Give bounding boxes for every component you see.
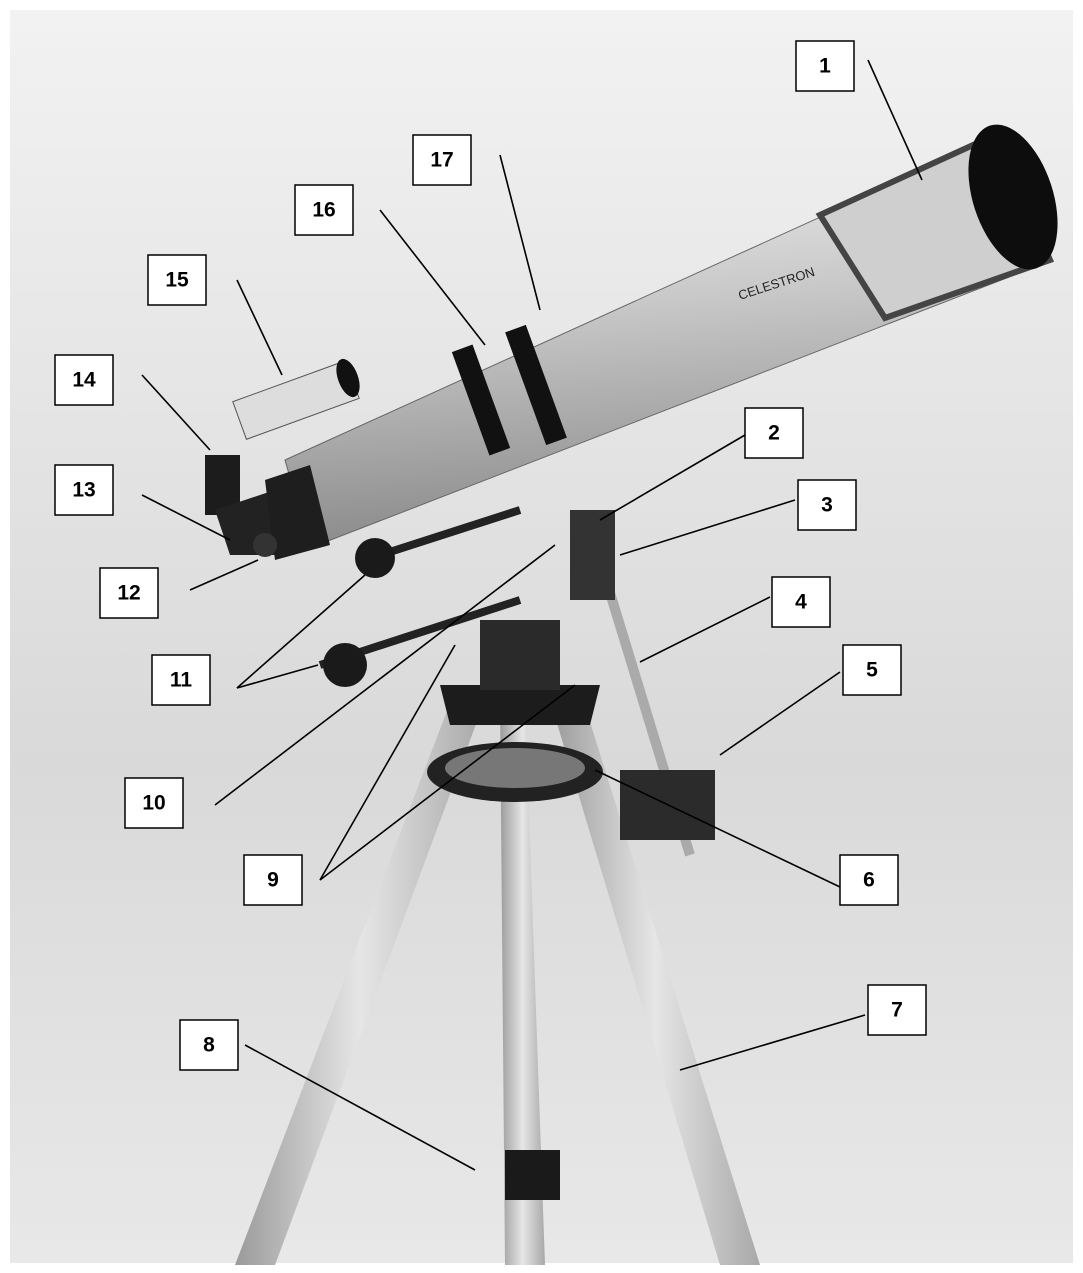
callout-number: 16: [312, 199, 335, 222]
callout-number: 3: [821, 494, 833, 517]
callout-number: 2: [768, 422, 780, 445]
leg-clamp: [505, 1150, 560, 1200]
tripod-head: [440, 685, 600, 725]
telescope-diagram: CELESTRON 1234567891011121314151617: [0, 0, 1083, 1273]
knob: [323, 643, 367, 687]
callout-number: 6: [863, 869, 875, 892]
callout-number: 9: [267, 869, 279, 892]
callout-number: 1: [819, 55, 831, 78]
polar-axis: [570, 510, 615, 600]
callout-number: 8: [203, 1034, 215, 1057]
callout-number: 5: [866, 659, 878, 682]
callout-number: 7: [891, 999, 903, 1022]
focus-knob: [253, 533, 277, 557]
callout-number: 14: [72, 369, 96, 392]
callout-number: 15: [165, 269, 189, 292]
knob: [355, 538, 395, 578]
callout-number: 11: [170, 669, 193, 692]
callout-number: 10: [142, 792, 165, 815]
callout-number: 4: [795, 591, 807, 614]
callout-number: 13: [72, 479, 95, 502]
page: CELESTRON 1234567891011121314151617 (() …: [0, 0, 1083, 1273]
mount: [480, 620, 560, 690]
callout-number: 17: [430, 149, 453, 172]
callout-number: 12: [117, 582, 140, 605]
